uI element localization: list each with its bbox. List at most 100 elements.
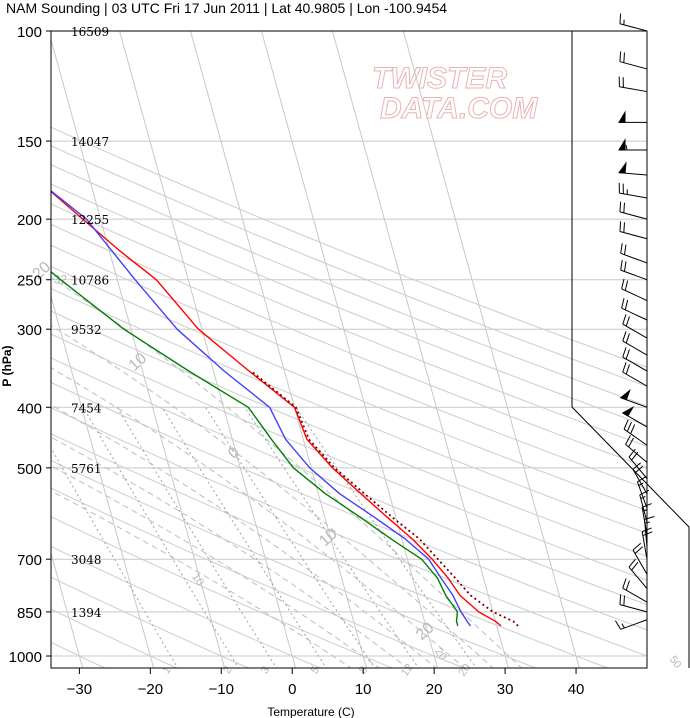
sounding-traces	[51, 190, 519, 627]
wind-barb-half-flag	[638, 482, 644, 487]
wind-barb-pennant	[618, 161, 627, 174]
wind-barb-flag	[623, 261, 627, 272]
mixing-ratio-line	[82, 407, 240, 668]
wind-barb-flag	[624, 299, 629, 310]
dry-adiabat-line	[51, 407, 647, 657]
wind-barb-flag	[623, 595, 625, 606]
wind-barb-shaft	[619, 23, 648, 32]
isotherm-line	[190, 31, 368, 668]
wind-barb-flag	[621, 298, 625, 309]
wind-barb-flag	[621, 278, 625, 289]
height-label: 7454	[71, 401, 102, 415]
wind-barb-flag	[619, 13, 622, 24]
wind-barb-half-flag	[640, 495, 646, 500]
wind-barb-shaft	[622, 340, 648, 356]
inset-boundary-line	[571, 31, 690, 668]
wind-barb-flag	[631, 451, 639, 461]
isotherm-label: 0	[225, 444, 243, 463]
wind-barb-shaft	[619, 61, 648, 70]
mixing-ratio-label: 12	[399, 662, 416, 679]
moist-adiabat-line	[51, 325, 494, 668]
wind-barb-shaft	[632, 549, 648, 575]
wind-barb-flag	[622, 314, 627, 325]
dry-adiabat-line	[51, 357, 647, 606]
chart-title: NAM Sounding | 03 UTC Fri 17 Jun 2011 | …	[6, 0, 448, 16]
wind-barb-flag	[625, 316, 630, 327]
x-tick-label: −30	[67, 681, 92, 698]
series-parcel-line	[51, 190, 472, 627]
dry-adiabat-line	[51, 608, 178, 668]
x-tick-label: 30	[497, 681, 514, 698]
wind-barb-shaft	[620, 619, 648, 630]
wind-barb-flag	[623, 244, 627, 255]
pressure-label: 500	[17, 461, 42, 478]
mixing-ratio-label: 20	[456, 662, 473, 679]
mixing-ratio-label: 1	[160, 664, 173, 676]
wind-barb-shaft	[632, 469, 648, 494]
isotherm-line	[402, 31, 580, 668]
thermo-grid	[51, 31, 647, 668]
wind-barb-flag	[625, 364, 630, 375]
wind-barb-flag	[628, 448, 636, 458]
dry-adiabat-label: 50	[667, 654, 684, 671]
watermark-line-2: DATA.COM	[380, 92, 538, 125]
moist-adiabat-line	[51, 436, 409, 668]
wind-barb-flag	[623, 222, 625, 233]
wind-barb-shaft	[620, 252, 648, 264]
moist-adiabat-line	[51, 490, 352, 668]
wind-barb-flag	[619, 201, 622, 212]
moist-adiabat-line	[51, 367, 466, 668]
wind-barb-flag	[641, 527, 652, 533]
wind-barb-pennant	[618, 138, 626, 151]
thermo-grid-labels: 8121620242832123581220201001020304050201…	[30, 259, 684, 679]
dry-adiabat-line	[51, 266, 647, 512]
wind-barb-flag	[634, 465, 643, 474]
wind-barb-flag	[623, 419, 629, 430]
wind-barb-flag	[637, 476, 647, 483]
wind-barb-flag	[626, 421, 632, 432]
wind-barb-flag	[624, 280, 629, 291]
series-dewpoint-line	[51, 270, 459, 627]
mixing-ratio-line	[295, 407, 477, 668]
series-virtual-temperature-line	[250, 370, 519, 627]
dry-adiabat-line	[51, 641, 106, 668]
wind-barb-shaft	[622, 587, 648, 603]
moist-adiabat-line	[51, 465, 381, 668]
isotherm-label: 10	[126, 350, 151, 375]
dry-adiabat-line	[51, 545, 322, 668]
dry-adiabat-line	[51, 203, 647, 447]
wind-barb-flag	[622, 578, 627, 589]
x-tick-label: 10	[355, 681, 372, 698]
wind-barb-flag	[623, 52, 625, 63]
wind-barb-flag	[622, 362, 627, 373]
dry-adiabat-line	[51, 126, 647, 368]
wind-barb-shaft	[644, 519, 648, 548]
wind-barb-flag	[625, 349, 630, 360]
height-label: 16509	[71, 25, 109, 39]
moist-adiabat-line	[51, 404, 438, 668]
wind-barb-flag	[628, 558, 636, 568]
mixing-ratio-line	[116, 407, 278, 668]
height-label: 1394	[71, 606, 102, 620]
wind-barb-shaft	[641, 531, 648, 560]
wind-barb-shaft	[625, 443, 648, 463]
mixing-ratio-line	[244, 407, 420, 668]
isotherm-line	[331, 31, 509, 668]
wind-barb-shaft	[619, 604, 648, 613]
x-tick-label: −20	[138, 681, 163, 698]
wind-barb-flag	[630, 424, 636, 434]
x-tick-label: −10	[209, 681, 234, 698]
wind-barb-flag	[631, 561, 639, 571]
height-label: 14047	[71, 135, 109, 149]
dry-adiabat-line	[51, 310, 647, 558]
wind-barb-shaft	[636, 481, 648, 509]
dry-adiabat-line	[51, 145, 647, 387]
wind-barb-half-flag	[642, 508, 648, 512]
dry-adiabat-line	[51, 487, 466, 668]
pressure-label: 1000	[9, 649, 42, 666]
wind-barb-flag	[625, 580, 630, 591]
wind-barb-flag	[625, 333, 630, 344]
isotherm-label: 20	[413, 619, 438, 644]
pressure-label: 250	[17, 273, 42, 290]
mixing-ratio-label: 5	[309, 664, 322, 676]
